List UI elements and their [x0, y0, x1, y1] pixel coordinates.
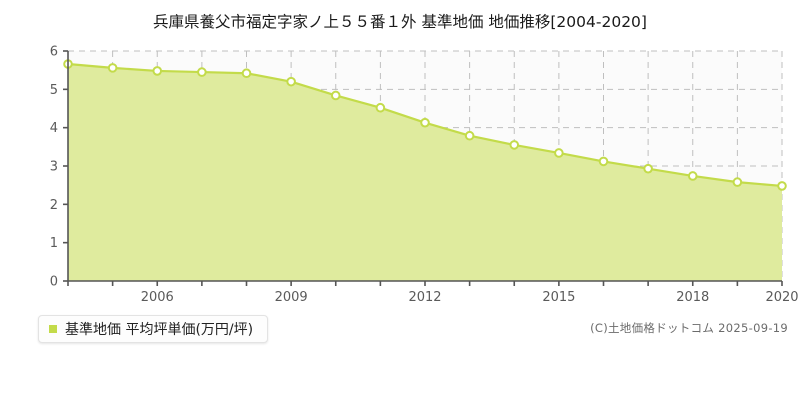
area-series-fill	[68, 64, 782, 282]
data-point-2010[interactable]	[330, 90, 341, 101]
data-point-2016[interactable]	[598, 156, 609, 167]
y-axis-tick-labels: 0 1 2 3 4 5 6	[50, 45, 58, 290]
data-point-2020[interactable]	[777, 181, 787, 191]
axes	[63, 50, 783, 286]
data-point-2006[interactable]	[152, 66, 163, 76]
data-point-2008[interactable]	[241, 68, 252, 79]
y-tick-label-2: 2	[50, 198, 58, 213]
data-point-2007[interactable]	[197, 67, 207, 77]
y-tick-label-1: 1	[50, 236, 58, 251]
data-point-2009[interactable]	[286, 76, 296, 87]
y-tick-label-5: 5	[50, 83, 58, 98]
y-tick-label-3: 3	[50, 160, 58, 175]
data-point-2014[interactable]	[509, 140, 520, 150]
x-tick-label-2015: 2015	[542, 290, 575, 305]
data-point-2011[interactable]	[375, 102, 386, 113]
data-point-2019[interactable]	[732, 177, 743, 187]
x-tick-label-2009: 2009	[275, 290, 308, 305]
x-tick-label-2018: 2018	[676, 290, 709, 305]
x-tick-label-2012: 2012	[408, 290, 441, 305]
chart-legend[interactable]: 基準地価 平均坪単価(万円/坪)	[38, 315, 269, 343]
data-point-2012[interactable]	[420, 117, 430, 128]
data-point-2005[interactable]	[107, 63, 118, 73]
x-tick-label-2020: 2020	[765, 290, 798, 305]
legend-item-label: 基準地価 平均坪単価(万円/坪)	[65, 322, 254, 338]
y-tick-label-6: 6	[50, 45, 58, 60]
legend-swatch-icon	[49, 325, 57, 333]
page-title: 兵庫県養父市福定字家ノ上５５番１外 基準地価 地価推移[2004-2020]	[153, 13, 647, 31]
data-point-2015[interactable]	[554, 148, 564, 158]
y-tick-label-0: 0	[50, 275, 58, 290]
data-point-2018[interactable]	[687, 171, 698, 181]
copyright-text: (C)土地価格ドットコム 2025-09-19	[590, 321, 788, 335]
data-point-2017[interactable]	[643, 163, 653, 174]
data-point-markers[interactable]	[63, 59, 787, 191]
y-tick-label-4: 4	[50, 121, 58, 136]
x-tick-label-2006: 2006	[141, 290, 174, 305]
x-axis-tick-labels: 2006 2009 2012 2015 2018 2020	[141, 290, 799, 305]
data-point-2013[interactable]	[464, 130, 475, 141]
